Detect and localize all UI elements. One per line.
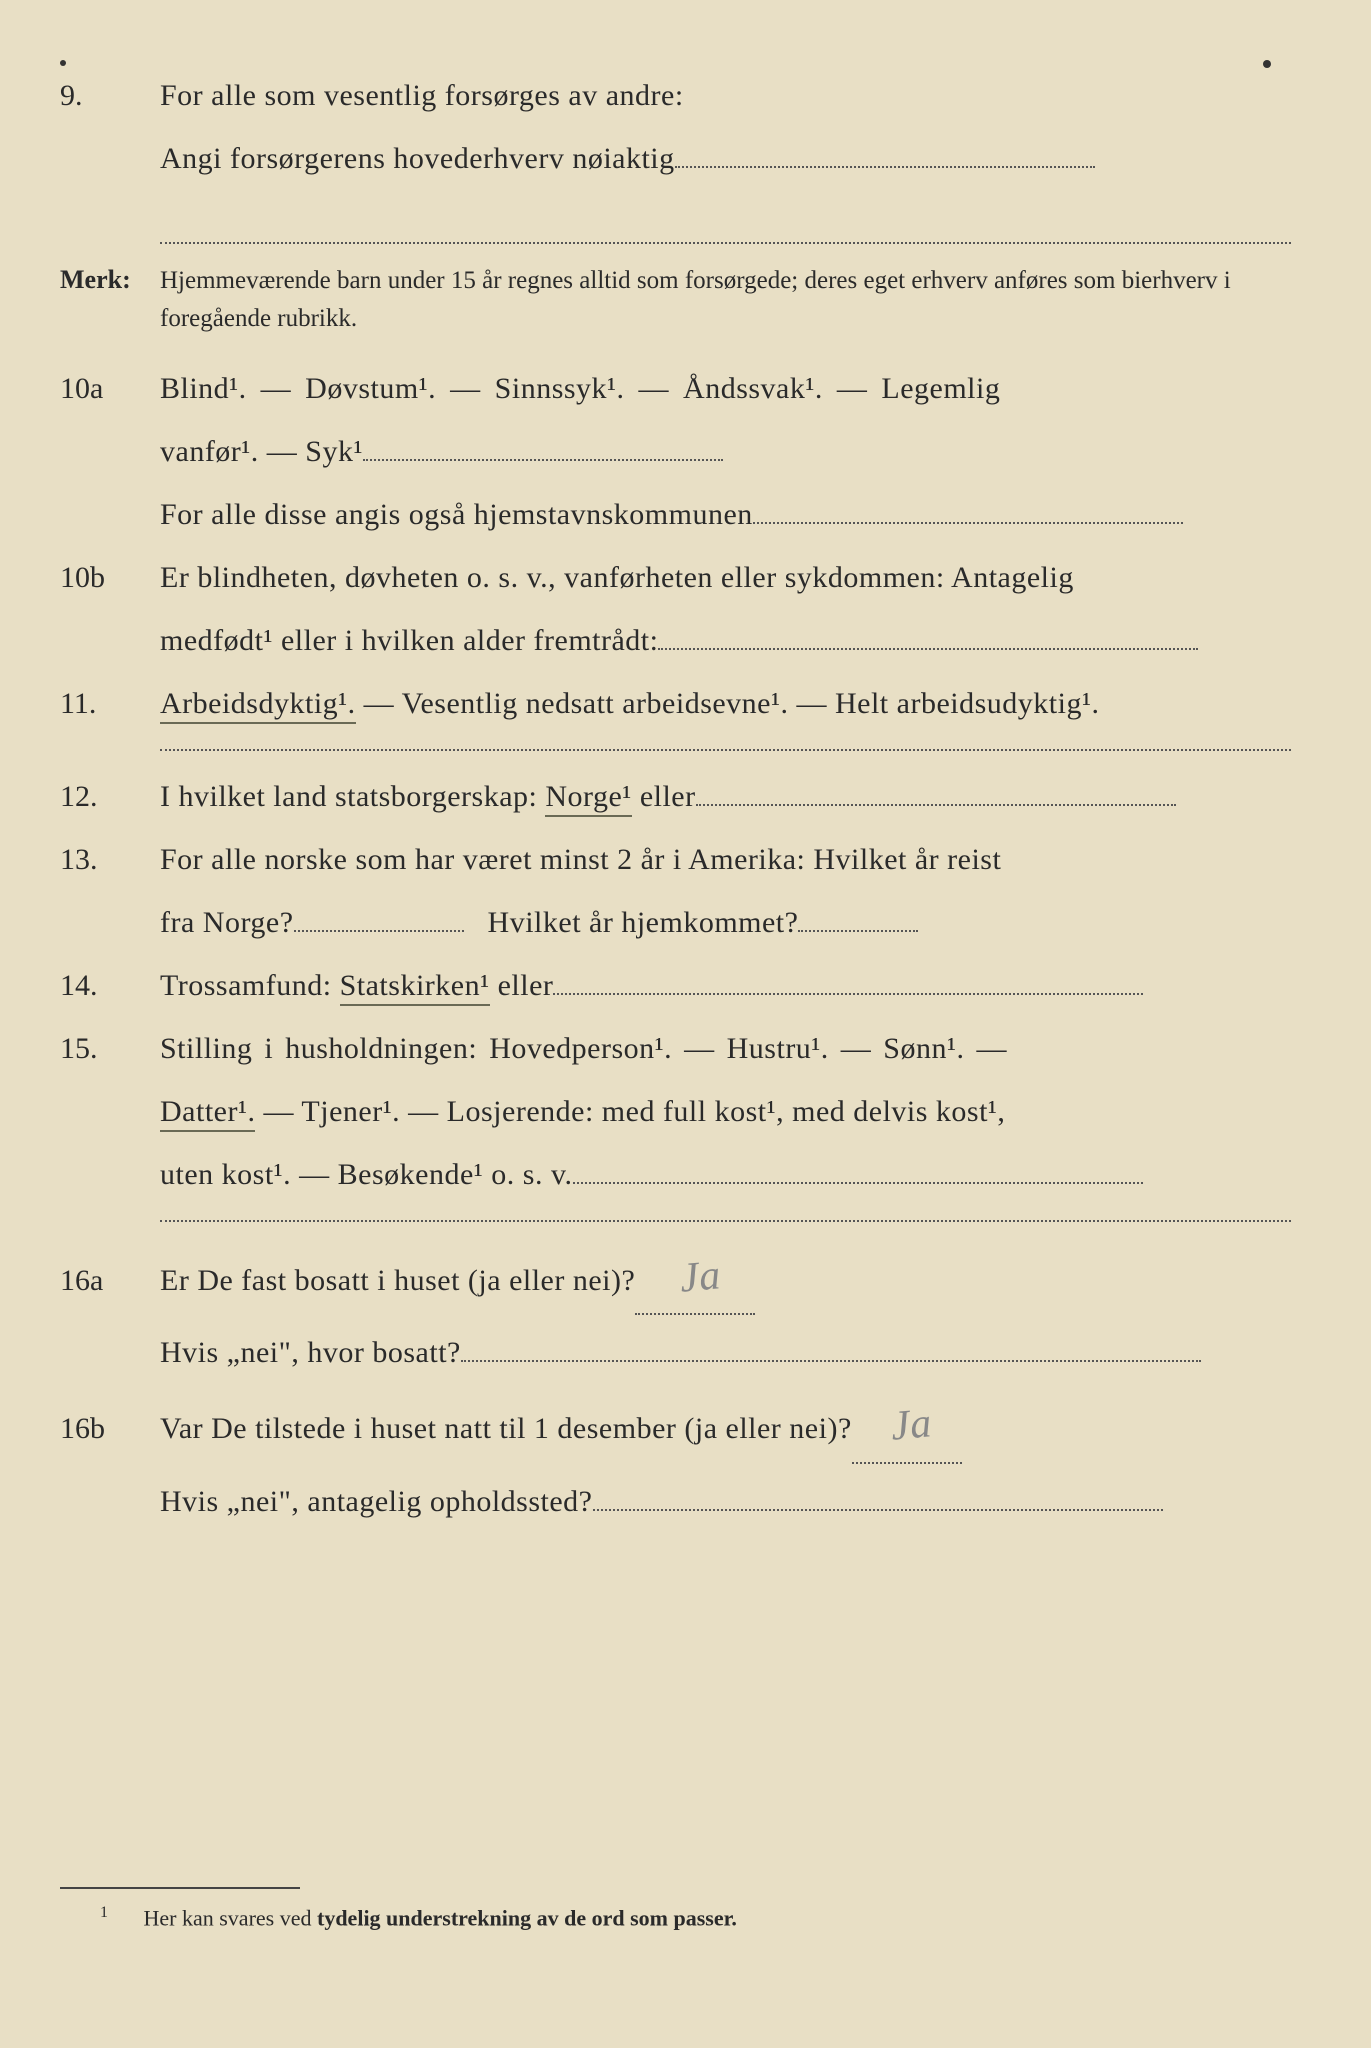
q11-rest: — Vesentlig nedsatt arbeidsevne¹. — Helt… — [356, 687, 1100, 720]
question-9-line2: Angi forsørgerens hovederhverv nøiaktig — [60, 133, 1291, 184]
footnote: 1 Her kan svares ved tydelig understrekn… — [60, 1899, 1291, 1937]
q16b-line2-text: Hvis „nei", antagelig opholdssted? — [160, 1485, 593, 1518]
fill-line — [294, 930, 464, 932]
q16a-number: 16a — [60, 1255, 160, 1306]
question-10a-line3: For alle disse angis også hjemstavnskomm… — [60, 489, 1291, 540]
question-16a-line2: Hvis „nei", hvor bosatt? — [60, 1327, 1291, 1378]
fill-line — [753, 522, 1183, 524]
q15-line3-text: uten kost¹. — Besøkende¹ o. s. v. — [160, 1158, 573, 1191]
corner-dot — [1263, 60, 1271, 68]
q12-suffix: eller — [632, 780, 696, 813]
question-10a-line2: vanfør¹. — Syk¹ — [60, 426, 1291, 477]
question-10b-line2: medfødt¹ eller i hvilken alder fremtrådt… — [60, 615, 1291, 666]
q12-selected: Norge¹ — [545, 780, 631, 817]
q15-selected: Datter¹. — [160, 1095, 255, 1132]
question-11: 11. Arbeidsdyktig¹. — Vesentlig nedsatt … — [60, 678, 1291, 729]
question-10a: 10a Blind¹. — Døvstum¹. — Sinnssyk¹. — Å… — [60, 363, 1291, 414]
q16b-number: 16b — [60, 1403, 160, 1454]
q9-text: For alle som vesentlig forsørges av andr… — [160, 70, 1291, 121]
divider-line — [160, 1220, 1291, 1222]
q14-number: 14. — [60, 960, 160, 1011]
q14-prefix: Trossamfund: — [160, 969, 340, 1002]
fill-line: Ja — [635, 1242, 755, 1315]
fill-line: Ja — [852, 1390, 962, 1463]
footnote-number: 1 — [100, 1904, 108, 1921]
q11-number: 11. — [60, 678, 160, 729]
merk-text: Hjemmeværende barn under 15 år regnes al… — [160, 262, 1291, 337]
q10a-line2-text: vanfør¹. — Syk¹ — [160, 435, 363, 468]
fill-line — [363, 459, 723, 461]
footnote-text-b: tydelig understrekning av de ord som pas… — [317, 1905, 737, 1930]
fill-line — [553, 993, 1143, 995]
question-16b: 16b Var De tilstede i huset natt til 1 d… — [60, 1390, 1291, 1463]
footnote-text-a: Her kan svares ved — [144, 1905, 318, 1930]
fill-line — [573, 1182, 1143, 1184]
question-16b-line2: Hvis „nei", antagelig opholdssted? — [60, 1476, 1291, 1527]
question-15: 15. Stilling i husholdningen: Hovedperso… — [60, 1023, 1291, 1074]
q9-number: 9. — [60, 70, 160, 121]
fill-line — [696, 804, 1176, 806]
q13-line1: For alle norske som har været minst 2 år… — [160, 834, 1291, 885]
fill-line — [461, 1360, 1201, 1362]
q10a-line1: Blind¹. — Døvstum¹. — Sinnssyk¹. — Åndss… — [160, 363, 1291, 414]
handwritten-answer: Ja — [888, 1389, 935, 1464]
footnote-rule — [60, 1887, 300, 1889]
handwritten-answer: Ja — [677, 1240, 724, 1315]
corner-dot — [60, 60, 66, 66]
question-10b: 10b Er blindheten, døvheten o. s. v., va… — [60, 552, 1291, 603]
q9-line2-text: Angi forsørgerens hovederhverv nøiaktig — [160, 142, 675, 175]
merk-note: Merk: Hjemmeværende barn under 15 år reg… — [60, 258, 1291, 337]
question-12: 12. I hvilket land statsborgerskap: Norg… — [60, 771, 1291, 822]
question-9: 9. For alle som vesentlig forsørges av a… — [60, 70, 1291, 121]
q14-selected: Statskirken¹ — [340, 969, 490, 1006]
q10a-line3-text: For alle disse angis også hjemstavnskomm… — [160, 498, 753, 531]
q12-prefix: I hvilket land statsborgerskap: — [160, 780, 545, 813]
fill-line — [658, 648, 1198, 650]
q11-selected: Arbeidsdyktig¹. — [160, 687, 356, 724]
fill-line — [798, 930, 918, 932]
merk-label: Merk: — [60, 258, 160, 302]
question-16a: 16a Er De fast bosatt i huset (ja eller … — [60, 1242, 1291, 1315]
fill-line — [160, 196, 1291, 244]
q12-number: 12. — [60, 771, 160, 822]
q10b-line2-text: medfødt¹ eller i hvilken alder fremtrådt… — [160, 624, 658, 657]
q16a-line1: Er De fast bosatt i huset (ja eller nei)… — [160, 1264, 635, 1297]
q13-line2a: fra Norge? — [160, 906, 294, 939]
q13-line2b: Hvilket år hjemkommet? — [488, 906, 799, 939]
q10a-number: 10a — [60, 363, 160, 414]
q10b-number: 10b — [60, 552, 160, 603]
fill-line — [675, 166, 1095, 168]
q14-suffix: eller — [490, 969, 554, 1002]
q13-number: 13. — [60, 834, 160, 885]
q16a-line2-text: Hvis „nei", hvor bosatt? — [160, 1336, 461, 1369]
question-13: 13. For alle norske som har været minst … — [60, 834, 1291, 885]
q16b-line1: Var De tilstede i huset natt til 1 desem… — [160, 1412, 852, 1445]
q15-line2b: — Tjener¹. — Losjerende: med full kost¹,… — [255, 1095, 1005, 1128]
q15-number: 15. — [60, 1023, 160, 1074]
divider-line — [160, 749, 1291, 751]
question-14: 14. Trossamfund: Statskirken¹ eller — [60, 960, 1291, 1011]
question-15-line3: uten kost¹. — Besøkende¹ o. s. v. — [60, 1149, 1291, 1200]
q15-line1: Stilling i husholdningen: Hovedperson¹. … — [160, 1023, 1291, 1074]
question-13-line2: fra Norge? Hvilket år hjemkommet? — [60, 897, 1291, 948]
q10b-line1: Er blindheten, døvheten o. s. v., vanfør… — [160, 552, 1291, 603]
question-15-line2: Datter¹. — Tjener¹. — Losjerende: med fu… — [60, 1086, 1291, 1137]
census-form-page: 9. For alle som vesentlig forsørges av a… — [60, 70, 1291, 1937]
fill-line — [593, 1509, 1163, 1511]
